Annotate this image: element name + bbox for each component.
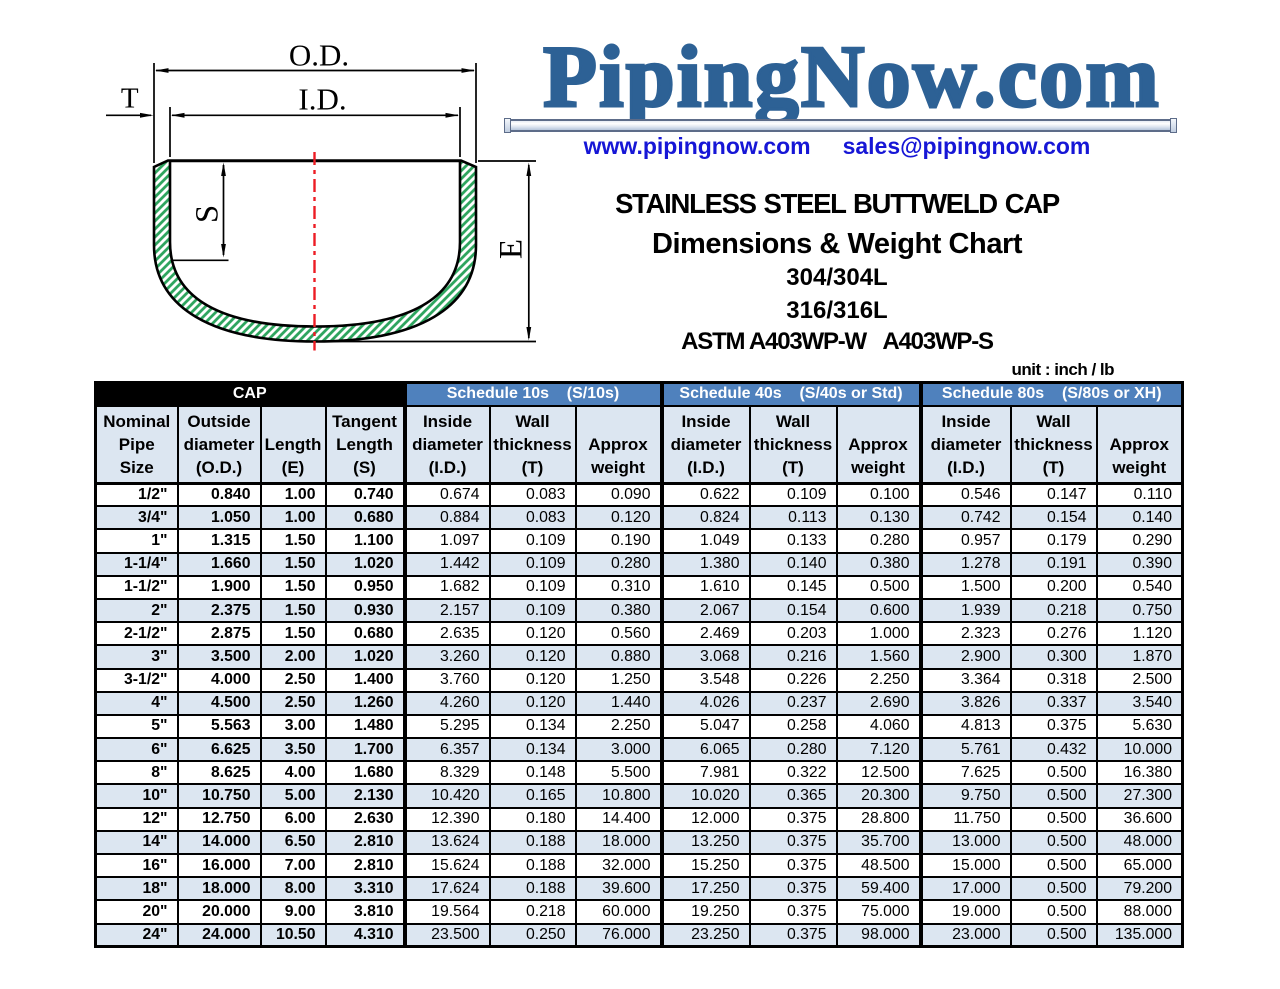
svg-text:S: S	[190, 205, 226, 223]
svg-text:I.D.: I.D.	[298, 81, 346, 116]
svg-text:E: E	[494, 239, 530, 259]
svg-text:T: T	[121, 83, 139, 115]
svg-text:O.D.: O.D.	[289, 38, 349, 73]
